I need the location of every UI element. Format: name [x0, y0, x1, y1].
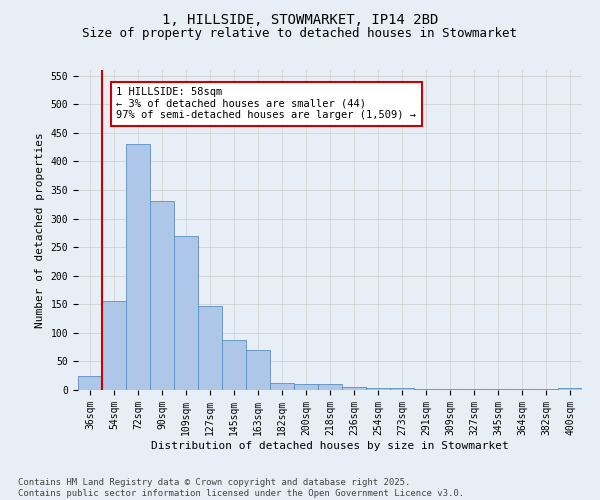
Bar	[294, 384, 318, 390]
Text: Size of property relative to detached houses in Stowmarket: Size of property relative to detached ho…	[83, 28, 517, 40]
Bar	[414, 389, 438, 390]
Bar	[318, 384, 342, 390]
Bar	[222, 340, 246, 390]
Bar	[198, 306, 222, 390]
Text: 1 HILLSIDE: 58sqm
← 3% of detached houses are smaller (44)
97% of semi-detached : 1 HILLSIDE: 58sqm ← 3% of detached house…	[116, 87, 416, 120]
Bar	[102, 302, 126, 390]
X-axis label: Distribution of detached houses by size in Stowmarket: Distribution of detached houses by size …	[151, 440, 509, 450]
Bar	[126, 144, 150, 390]
Bar	[342, 387, 366, 390]
Bar	[270, 383, 294, 390]
Bar	[78, 376, 102, 390]
Bar	[150, 202, 174, 390]
Bar	[174, 236, 198, 390]
Text: 1, HILLSIDE, STOWMARKET, IP14 2BD: 1, HILLSIDE, STOWMARKET, IP14 2BD	[162, 12, 438, 26]
Text: Contains HM Land Registry data © Crown copyright and database right 2025.
Contai: Contains HM Land Registry data © Crown c…	[18, 478, 464, 498]
Bar	[366, 388, 390, 390]
Bar	[558, 388, 582, 390]
Bar	[246, 350, 270, 390]
Y-axis label: Number of detached properties: Number of detached properties	[35, 132, 45, 328]
Bar	[438, 389, 462, 390]
Bar	[390, 388, 414, 390]
